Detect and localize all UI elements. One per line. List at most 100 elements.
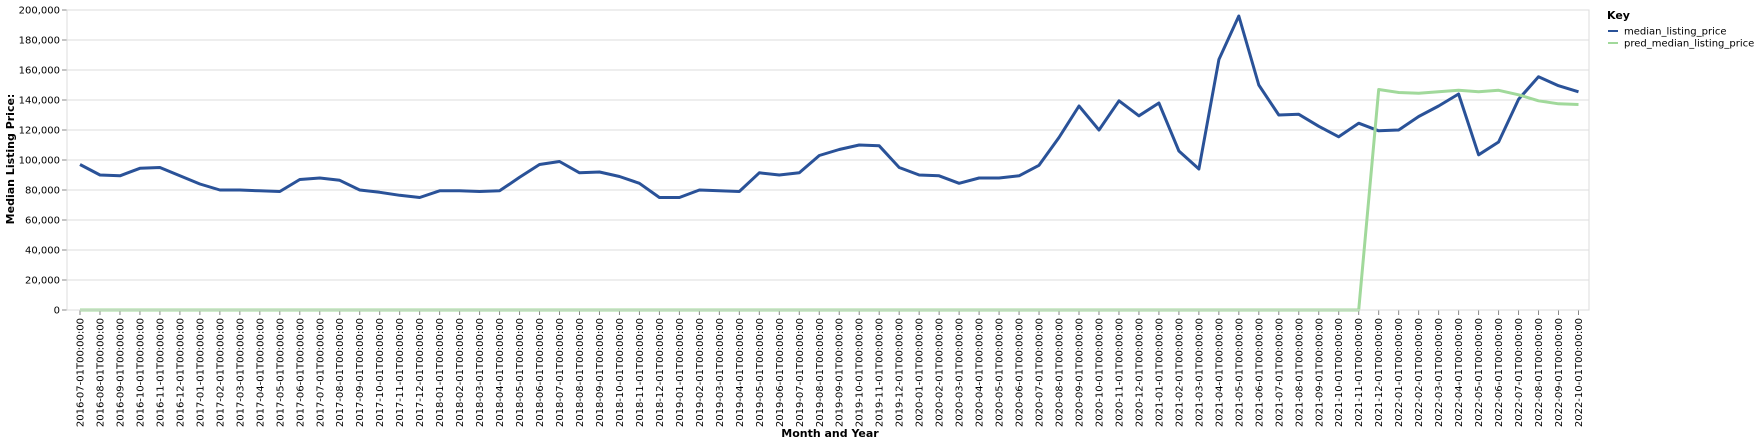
x-tick-label: 2018-12-01T00:00:00 [655, 318, 666, 427]
x-tick-label: 2022-08-01T00:00:00 [1534, 318, 1545, 427]
x-tick-label: 2016-10-01T00:00:00 [135, 318, 146, 427]
x-tick-label: 2017-07-01T00:00:00 [315, 318, 326, 427]
y-tick-label: 100,000 [19, 156, 60, 167]
plot-frame [66, 9, 1590, 311]
y-tick-label: 120,000 [19, 126, 60, 137]
x-tick-label: 2018-05-01T00:00:00 [515, 318, 526, 427]
x-tick-label: 2022-05-01T00:00:00 [1474, 318, 1485, 427]
x-tick-label: 2020-10-01T00:00:00 [1094, 318, 1105, 427]
x-tick-label: 2020-08-01T00:00:00 [1055, 318, 1066, 427]
y-tick-label: 40,000 [25, 246, 60, 257]
x-tick-label: 2016-11-01T00:00:00 [155, 318, 166, 427]
x-tick-label: 2022-03-01T00:00:00 [1434, 318, 1445, 427]
x-tick-label: 2019-12-01T00:00:00 [895, 318, 906, 427]
x-tick-label: 2017-11-01T00:00:00 [395, 318, 406, 427]
x-tick-label: 2021-03-01T00:00:00 [1194, 318, 1205, 427]
x-tick-label: 2019-03-01T00:00:00 [715, 318, 726, 427]
x-tick-label: 2020-09-01T00:00:00 [1075, 318, 1086, 427]
x-tick-label: 2022-06-01T00:00:00 [1494, 318, 1505, 427]
x-tick-label: 2016-12-01T00:00:00 [175, 318, 186, 427]
x-tick-label: 2018-02-01T00:00:00 [455, 318, 466, 427]
x-tick-label: 2018-03-01T00:00:00 [475, 318, 486, 427]
x-tick-label: 2016-09-01T00:00:00 [115, 318, 126, 427]
x-tick-label: 2022-02-01T00:00:00 [1414, 318, 1425, 427]
x-tick-label: 2019-09-01T00:00:00 [835, 318, 846, 427]
x-axis-title: Month and Year [781, 427, 879, 440]
x-tick-label: 2019-11-01T00:00:00 [875, 318, 886, 427]
x-tick-label: 2020-03-01T00:00:00 [955, 318, 966, 427]
x-tick-label: 2018-10-01T00:00:00 [615, 318, 626, 427]
x-tick-label: 2022-07-01T00:00:00 [1514, 318, 1525, 427]
x-tick-label: 2020-11-01T00:00:00 [1114, 318, 1125, 427]
x-tick-label: 2020-05-01T00:00:00 [995, 318, 1006, 427]
x-tick-label: 2017-09-01T00:00:00 [355, 318, 366, 427]
x-tick-label: 2017-12-01T00:00:00 [415, 318, 426, 427]
y-tick-label: 60,000 [25, 216, 60, 227]
y-tick-label: 0 [54, 306, 60, 317]
x-tick-label: 2017-06-01T00:00:00 [295, 318, 306, 427]
series-line-pred_median_listing_price [80, 88, 1579, 312]
legend-label: pred_median_listing_price [1624, 39, 1754, 50]
x-tick-label: 2018-09-01T00:00:00 [595, 318, 606, 427]
x-tick-label: 2019-08-01T00:00:00 [815, 318, 826, 427]
x-tick-label: 2018-07-01T00:00:00 [555, 318, 566, 427]
x-tick-label: 2021-07-01T00:00:00 [1274, 318, 1285, 427]
x-tick-label: 2021-09-01T00:00:00 [1314, 318, 1325, 427]
x-tick-label: 2017-03-01T00:00:00 [235, 318, 246, 427]
x-tick-label: 2021-01-01T00:00:00 [1154, 318, 1165, 427]
x-tick-label: 2019-05-01T00:00:00 [755, 318, 766, 427]
x-tick-label: 2022-10-01T00:00:00 [1574, 318, 1585, 427]
x-tick-label: 2020-06-01T00:00:00 [1015, 318, 1026, 427]
x-tick-label: 2021-12-01T00:00:00 [1374, 318, 1385, 427]
x-tick-label: 2018-01-01T00:00:00 [435, 318, 446, 427]
x-tick-label: 2017-01-01T00:00:00 [195, 318, 206, 427]
x-tick-label: 2021-11-01T00:00:00 [1354, 318, 1365, 427]
y-axis-ticks: 0 20,000 40,000 60,000 80,000 100,000 120,000 1… [19, 6, 67, 317]
x-tick-label: 2021-02-01T00:00:00 [1174, 318, 1185, 427]
y-tick-label: 80,000 [25, 186, 60, 197]
x-tick-label: 2020-07-01T00:00:00 [1035, 318, 1046, 427]
x-tick-label: 2016-07-01T00:00:00 [76, 318, 87, 427]
x-tick-label: 2016-08-01T00:00:00 [95, 318, 106, 427]
y-tick-label: 160,000 [19, 66, 60, 77]
series-lines [79, 14, 1579, 312]
y-tick-label: 140,000 [19, 96, 60, 107]
x-tick-label: 2018-04-01T00:00:00 [495, 318, 506, 427]
x-tick-label: 2019-10-01T00:00:00 [855, 318, 866, 427]
x-tick-label: 2017-02-01T00:00:00 [215, 318, 226, 427]
x-tick-label: 2017-08-01T00:00:00 [335, 318, 346, 427]
x-tick-label: 2022-09-01T00:00:00 [1554, 318, 1565, 427]
x-tick-label: 2021-04-01T00:00:00 [1214, 318, 1225, 427]
x-tick-label: 2019-04-01T00:00:00 [735, 318, 746, 427]
x-tick-label: 2021-05-01T00:00:00 [1234, 318, 1245, 427]
x-tick-label: 2020-04-01T00:00:00 [975, 318, 986, 427]
x-tick-label: 2017-05-01T00:00:00 [275, 318, 286, 427]
x-tick-label: 2022-04-01T00:00:00 [1454, 318, 1465, 427]
x-tick-label: 2019-06-01T00:00:00 [775, 318, 786, 427]
x-tick-label: 2019-01-01T00:00:00 [675, 318, 686, 427]
x-tick-label: 2018-06-01T00:00:00 [535, 318, 546, 427]
x-tick-label: 2018-08-01T00:00:00 [575, 318, 586, 427]
y-tick-label: 180,000 [19, 36, 60, 47]
x-tick-label: 2022-01-01T00:00:00 [1394, 318, 1405, 427]
x-tick-label: 2019-07-01T00:00:00 [795, 318, 806, 427]
legend-title: Key [1607, 9, 1630, 22]
x-tick-label: 2017-10-01T00:00:00 [375, 318, 386, 427]
x-tick-label: 2020-12-01T00:00:00 [1134, 318, 1145, 427]
gridlines [67, 9, 1589, 311]
x-axis-ticks: 2016-07-01T00:00:00 2016-08-01T00:00:00 20… [76, 310, 1585, 427]
x-tick-label: 2018-11-01T00:00:00 [635, 318, 646, 427]
x-tick-label: 2020-01-01T00:00:00 [915, 318, 926, 427]
x-tick-label: 2020-02-01T00:00:00 [935, 318, 946, 427]
x-tick-label: 2021-10-01T00:00:00 [1334, 318, 1345, 427]
legend: Key median_listing_pricepred_median_list… [1607, 9, 1754, 50]
x-tick-label: 2019-02-01T00:00:00 [695, 318, 706, 427]
x-tick-label: 2017-04-01T00:00:00 [255, 318, 266, 427]
legend-label: median_listing_price [1624, 27, 1727, 38]
x-tick-label: 2021-08-01T00:00:00 [1294, 318, 1305, 427]
y-tick-label: 20,000 [25, 276, 60, 287]
series-line-median_listing_price [79, 14, 1579, 199]
y-tick-label: 200,000 [19, 6, 60, 17]
y-axis-title: Median Listing Price: [4, 94, 17, 225]
